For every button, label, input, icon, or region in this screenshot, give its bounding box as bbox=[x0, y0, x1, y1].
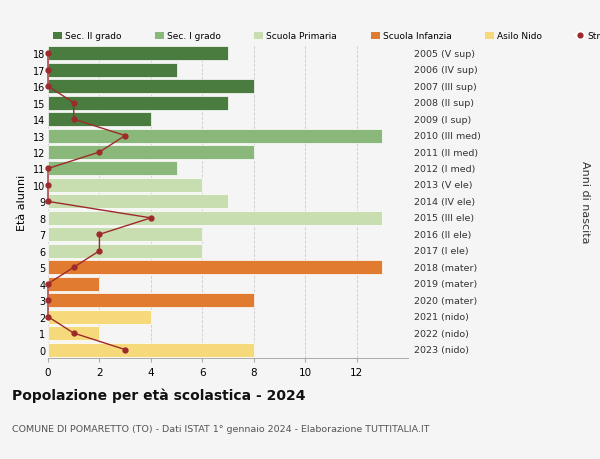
Text: 2008 (II sup): 2008 (II sup) bbox=[414, 99, 474, 108]
Bar bbox=[48, 212, 382, 225]
Bar bbox=[48, 343, 254, 357]
Text: 2016 (II ele): 2016 (II ele) bbox=[414, 230, 472, 239]
Text: 2011 (II med): 2011 (II med) bbox=[414, 148, 478, 157]
Text: 2007 (III sup): 2007 (III sup) bbox=[414, 83, 477, 91]
Text: Popolazione per età scolastica - 2024: Popolazione per età scolastica - 2024 bbox=[12, 388, 305, 403]
Bar bbox=[48, 47, 228, 61]
Bar bbox=[48, 294, 254, 308]
Text: 2023 (nido): 2023 (nido) bbox=[414, 345, 469, 354]
Bar bbox=[48, 195, 228, 209]
Text: 2009 (I sup): 2009 (I sup) bbox=[414, 115, 471, 124]
Text: COMUNE DI POMARETTO (TO) - Dati ISTAT 1° gennaio 2024 - Elaborazione TUTTITALIA.: COMUNE DI POMARETTO (TO) - Dati ISTAT 1°… bbox=[12, 425, 430, 434]
Bar bbox=[48, 179, 202, 192]
Bar bbox=[48, 96, 228, 110]
Bar bbox=[48, 228, 202, 242]
Text: 2012 (I med): 2012 (I med) bbox=[414, 165, 475, 174]
Bar bbox=[48, 261, 382, 274]
Bar bbox=[48, 113, 151, 127]
Bar bbox=[48, 277, 100, 291]
Bar bbox=[48, 310, 151, 324]
Text: 2021 (nido): 2021 (nido) bbox=[414, 313, 469, 321]
Bar bbox=[48, 326, 100, 341]
Text: 2013 (V ele): 2013 (V ele) bbox=[414, 181, 473, 190]
Bar bbox=[48, 244, 202, 258]
Text: 2019 (mater): 2019 (mater) bbox=[414, 280, 477, 289]
Text: Anni di nascita: Anni di nascita bbox=[580, 161, 590, 243]
Text: 2020 (mater): 2020 (mater) bbox=[414, 296, 477, 305]
Text: 2014 (IV ele): 2014 (IV ele) bbox=[414, 197, 475, 207]
Text: 2017 (I ele): 2017 (I ele) bbox=[414, 247, 469, 256]
Text: 2022 (nido): 2022 (nido) bbox=[414, 329, 469, 338]
Legend: Sec. II grado, Sec. I grado, Scuola Primaria, Scuola Infanzia, Asilo Nido, Stran: Sec. II grado, Sec. I grado, Scuola Prim… bbox=[53, 33, 600, 41]
Text: 2018 (mater): 2018 (mater) bbox=[414, 263, 477, 272]
Bar bbox=[48, 80, 254, 94]
Bar bbox=[48, 129, 382, 143]
Text: 2006 (IV sup): 2006 (IV sup) bbox=[414, 66, 478, 75]
Bar bbox=[48, 63, 176, 78]
Bar bbox=[48, 162, 176, 176]
Bar bbox=[48, 146, 254, 160]
Y-axis label: Età alunni: Età alunni bbox=[17, 174, 27, 230]
Text: 2010 (III med): 2010 (III med) bbox=[414, 132, 481, 141]
Text: 2015 (III ele): 2015 (III ele) bbox=[414, 214, 474, 223]
Text: 2005 (V sup): 2005 (V sup) bbox=[414, 50, 475, 59]
